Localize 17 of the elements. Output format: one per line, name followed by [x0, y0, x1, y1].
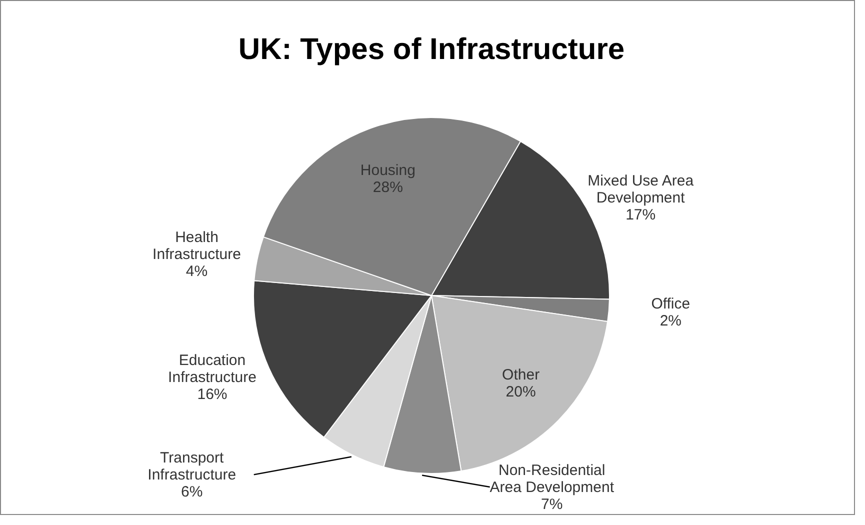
slice-label: Housing	[360, 162, 416, 179]
data-label: 6%	[181, 484, 203, 501]
data-label: 17%	[626, 206, 656, 224]
slice-label: Mixed Use Area Development	[588, 172, 694, 206]
slice-label: Non-Residential Area Development	[490, 462, 615, 496]
data-label: 2%	[660, 312, 682, 330]
data-label: 7%	[541, 496, 563, 513]
slice-label: Other	[502, 366, 540, 384]
slice-label: Health Infrastructure	[152, 228, 241, 263]
data-label: 20%	[506, 383, 536, 400]
slice-label: Transport Infrastructure	[148, 450, 236, 484]
slice-label: Office	[651, 296, 690, 313]
data-label: 4%	[186, 262, 208, 280]
data-label: 16%	[197, 386, 228, 403]
chart-title: UK: Types of Infrastructure	[238, 33, 625, 66]
slice-label: Education Infrastructure	[168, 352, 256, 386]
data-label: 28%	[372, 178, 403, 196]
